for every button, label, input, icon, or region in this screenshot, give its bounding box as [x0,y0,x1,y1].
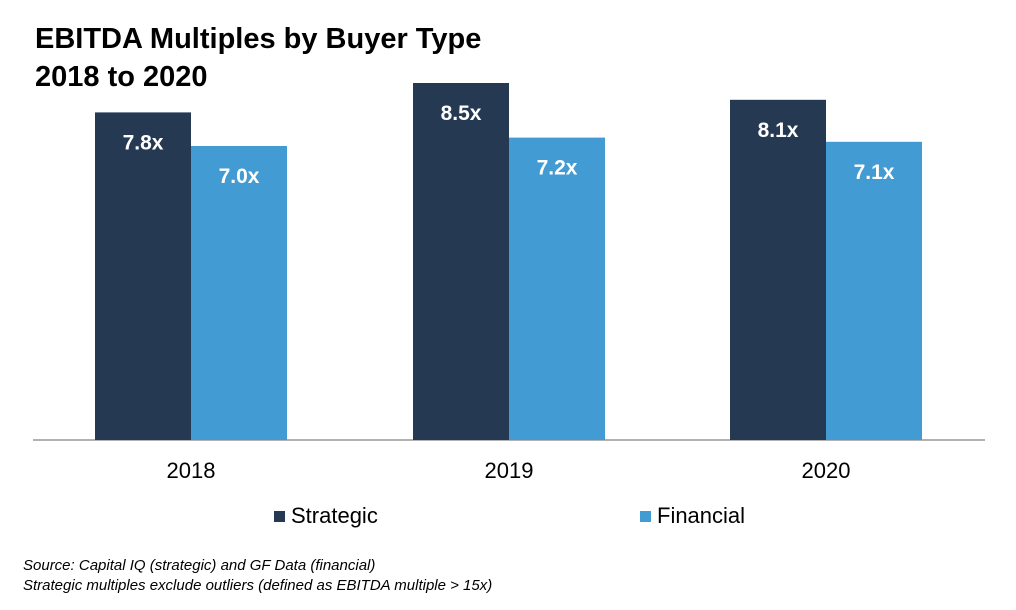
x-tick-label-2018: 2018 [167,458,216,483]
data-label-financial-2020: 7.1x [854,161,895,184]
source-note: Source: Capital IQ (strategic) and GF Da… [23,557,376,574]
chart-subtitle: 2018 to 2020 [35,61,208,93]
outlier-note: Strategic multiples exclude outliers (de… [23,577,493,594]
data-label-financial-2018: 7.0x [219,165,260,188]
legend-label-financial: Financial [657,503,746,528]
data-label-financial-2019: 7.2x [537,157,578,180]
footnote: Source: Capital IQ (strategic) and GF Da… [23,556,492,596]
legend-swatch-financial [640,510,651,522]
bar-financial-2018 [191,146,287,440]
bar-strategic-2019 [413,83,509,440]
legend-swatch-strategic [274,510,285,522]
chart-title: EBITDA Multiples by Buyer Type [35,23,482,55]
bar-chart: 7.8x 7.0x 2018 8.5x 7.2x 2019 8.1x 7.1x 2020 [33,83,985,483]
legend-item-financial: Financial [640,503,745,529]
data-label-strategic-2018: 7.8x [123,131,164,154]
data-label-strategic-2019: 8.5x [441,102,482,125]
bar-financial-2020 [826,141,922,441]
bar-strategic-2018 [95,112,191,441]
x-tick-label-2020: 2020 [802,458,851,483]
data-label-strategic-2020: 8.1x [758,119,799,142]
bar-strategic-2020 [730,99,826,441]
legend-label-strategic: Strategic [291,503,378,528]
bar-financial-2019 [509,137,605,440]
legend-item-strategic: Strategic [274,503,378,529]
legend: Strategic Financial [0,503,1016,531]
x-tick-label-2019: 2019 [485,458,534,483]
